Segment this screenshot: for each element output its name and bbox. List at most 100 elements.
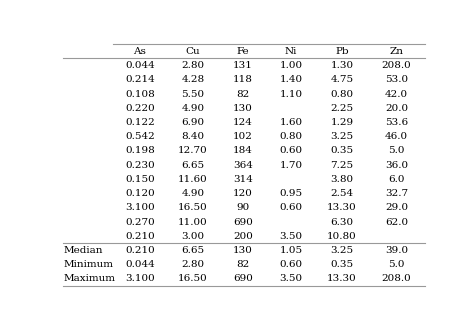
- Text: 2.80: 2.80: [181, 260, 205, 269]
- Text: 131: 131: [233, 61, 253, 70]
- Text: 0.80: 0.80: [330, 90, 354, 98]
- Text: 0.044: 0.044: [125, 260, 155, 269]
- Text: 11.00: 11.00: [178, 217, 208, 227]
- Text: 1.05: 1.05: [279, 246, 303, 255]
- Text: 0.122: 0.122: [125, 118, 155, 127]
- Text: 3.00: 3.00: [181, 232, 205, 241]
- Text: 53.6: 53.6: [385, 118, 408, 127]
- Text: 208.0: 208.0: [382, 274, 411, 284]
- Text: 7.25: 7.25: [330, 161, 354, 170]
- Text: 2.80: 2.80: [181, 61, 205, 70]
- Text: 5.0: 5.0: [388, 260, 405, 269]
- Text: 314: 314: [233, 175, 253, 184]
- Text: 1.00: 1.00: [279, 61, 303, 70]
- Text: 82: 82: [236, 260, 249, 269]
- Text: 690: 690: [233, 274, 253, 284]
- Text: 42.0: 42.0: [385, 90, 408, 98]
- Text: 3.100: 3.100: [125, 203, 155, 212]
- Text: 118: 118: [233, 75, 253, 84]
- Text: 0.044: 0.044: [125, 61, 155, 70]
- Text: 3.80: 3.80: [330, 175, 354, 184]
- Text: 0.60: 0.60: [279, 146, 303, 155]
- Text: 1.60: 1.60: [279, 118, 303, 127]
- Text: 1.29: 1.29: [330, 118, 354, 127]
- Text: Median: Median: [64, 246, 103, 255]
- Text: 16.50: 16.50: [178, 274, 208, 284]
- Text: 200: 200: [233, 232, 253, 241]
- Text: 6.65: 6.65: [181, 246, 205, 255]
- Text: 6.90: 6.90: [181, 118, 205, 127]
- Text: 36.0: 36.0: [385, 161, 408, 170]
- Text: 10.80: 10.80: [327, 232, 357, 241]
- Text: 0.230: 0.230: [125, 161, 155, 170]
- Text: 0.60: 0.60: [279, 203, 303, 212]
- Text: 13.30: 13.30: [327, 274, 357, 284]
- Text: 3.50: 3.50: [279, 232, 303, 241]
- Text: 0.542: 0.542: [125, 132, 155, 141]
- Text: 3.50: 3.50: [279, 274, 303, 284]
- Text: 2.54: 2.54: [330, 189, 354, 198]
- Text: Pb: Pb: [335, 47, 349, 56]
- Text: 12.70: 12.70: [178, 146, 208, 155]
- Text: 82: 82: [236, 90, 249, 98]
- Text: 4.75: 4.75: [330, 75, 354, 84]
- Text: 6.0: 6.0: [388, 175, 405, 184]
- Text: 0.95: 0.95: [279, 189, 303, 198]
- Text: 32.7: 32.7: [385, 189, 408, 198]
- Text: 0.60: 0.60: [279, 260, 303, 269]
- Text: 0.35: 0.35: [330, 146, 354, 155]
- Text: 53.0: 53.0: [385, 75, 408, 84]
- Text: 184: 184: [233, 146, 253, 155]
- Text: 0.270: 0.270: [125, 217, 155, 227]
- Text: 5.0: 5.0: [388, 146, 405, 155]
- Text: 0.214: 0.214: [125, 75, 155, 84]
- Text: 1.40: 1.40: [279, 75, 303, 84]
- Text: 39.0: 39.0: [385, 246, 408, 255]
- Text: 13.30: 13.30: [327, 203, 357, 212]
- Text: 3.25: 3.25: [330, 246, 354, 255]
- Text: 4.90: 4.90: [181, 104, 205, 113]
- Text: 4.28: 4.28: [181, 75, 205, 84]
- Text: 3.100: 3.100: [125, 274, 155, 284]
- Text: Maximum: Maximum: [64, 274, 116, 284]
- Text: 0.210: 0.210: [125, 246, 155, 255]
- Text: 11.60: 11.60: [178, 175, 208, 184]
- Text: 5.50: 5.50: [181, 90, 205, 98]
- Text: Fe: Fe: [237, 47, 249, 56]
- Text: 130: 130: [233, 104, 253, 113]
- Text: Ni: Ni: [285, 47, 297, 56]
- Text: 208.0: 208.0: [382, 61, 411, 70]
- Text: 1.30: 1.30: [330, 61, 354, 70]
- Text: 364: 364: [233, 161, 253, 170]
- Text: 2.25: 2.25: [330, 104, 354, 113]
- Text: 124: 124: [233, 118, 253, 127]
- Text: 0.108: 0.108: [125, 90, 155, 98]
- Text: 0.80: 0.80: [279, 132, 303, 141]
- Text: Zn: Zn: [389, 47, 404, 56]
- Text: 1.10: 1.10: [279, 90, 303, 98]
- Text: 0.198: 0.198: [125, 146, 155, 155]
- Text: 6.65: 6.65: [181, 161, 205, 170]
- Text: 29.0: 29.0: [385, 203, 408, 212]
- Text: Minimum: Minimum: [64, 260, 114, 269]
- Text: 120: 120: [233, 189, 253, 198]
- Text: As: As: [133, 47, 146, 56]
- Text: 3.25: 3.25: [330, 132, 354, 141]
- Text: 130: 130: [233, 246, 253, 255]
- Text: 90: 90: [236, 203, 249, 212]
- Text: 46.0: 46.0: [385, 132, 408, 141]
- Text: 0.220: 0.220: [125, 104, 155, 113]
- Text: 20.0: 20.0: [385, 104, 408, 113]
- Text: 1.70: 1.70: [279, 161, 303, 170]
- Text: 0.210: 0.210: [125, 232, 155, 241]
- Text: 16.50: 16.50: [178, 203, 208, 212]
- Text: 0.35: 0.35: [330, 260, 354, 269]
- Text: 62.0: 62.0: [385, 217, 408, 227]
- Text: 4.90: 4.90: [181, 189, 205, 198]
- Text: 8.40: 8.40: [181, 132, 205, 141]
- Text: 0.120: 0.120: [125, 189, 155, 198]
- Text: Cu: Cu: [186, 47, 200, 56]
- Text: 6.30: 6.30: [330, 217, 354, 227]
- Text: 102: 102: [233, 132, 253, 141]
- Text: 690: 690: [233, 217, 253, 227]
